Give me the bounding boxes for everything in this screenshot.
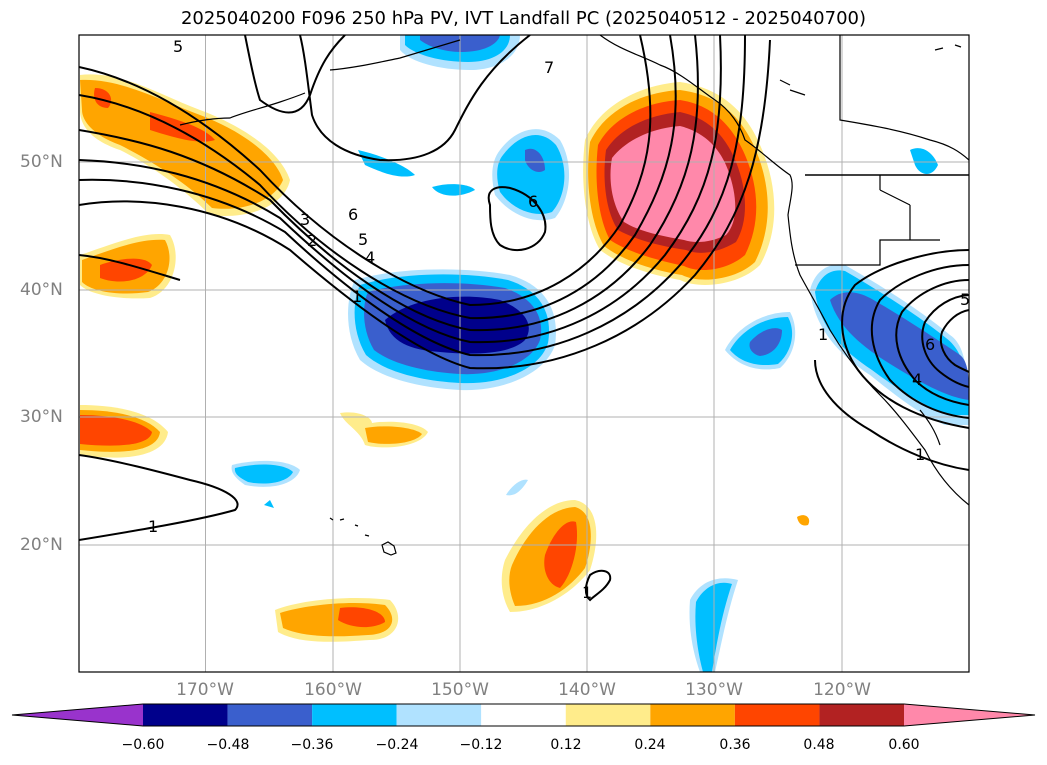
pv-anomaly-fill: [80, 35, 969, 672]
lon-label: 150°W: [431, 680, 489, 700]
contour-label: 1: [818, 325, 828, 344]
colorbar-segment: [396, 704, 482, 726]
pv-contours: [79, 35, 969, 602]
colorbar-segment: [481, 704, 566, 726]
contour-label: 6: [925, 335, 935, 354]
colorbar-tick-label: 0.24: [634, 737, 666, 753]
contour-label: 7: [544, 58, 554, 77]
contour-label: 6: [348, 205, 358, 224]
lon-label: 120°W: [813, 680, 871, 700]
lat-label: 20°N: [20, 535, 63, 555]
contour-label: 1: [148, 517, 158, 536]
colorbar-segment: [650, 704, 735, 726]
colorbar-tick-label: −0.12: [459, 737, 503, 753]
colorbar-tick-label: −0.24: [375, 737, 419, 753]
contour-labels: 5 7 6 6 5 4 3 2 1 1 1 5 6 4 1 1: [148, 37, 970, 602]
colorbar-segment: [312, 704, 397, 726]
coastlines: [179, 35, 969, 556]
contour-label: 5: [960, 290, 970, 309]
colorbar-outline: [11, 703, 1036, 727]
colorbar-segment: [227, 704, 313, 726]
colorbar: [11, 703, 1036, 727]
colorbar-tick-label: −0.48: [206, 737, 250, 753]
map-frame: [78, 34, 970, 673]
colorbar-segment: [734, 704, 820, 726]
contour-label: 5: [358, 230, 368, 249]
contour-label: 4: [365, 248, 375, 267]
colorbar-extend-min: [12, 704, 143, 726]
lon-label: 170°W: [176, 680, 234, 700]
colorbar-segment: [819, 704, 904, 726]
lat-label: 50°N: [20, 152, 63, 172]
colorbar-segment: [565, 704, 651, 726]
colorbar-tick-label: 0.12: [550, 737, 582, 753]
colorbar-tick-label: −0.60: [121, 737, 165, 753]
graticule: [79, 35, 969, 672]
colorbar-tick-label: −0.36: [290, 737, 334, 753]
colorbar-tick-label: 0.48: [803, 737, 835, 753]
contour-label: 2: [307, 231, 317, 250]
contour-label: 1: [582, 583, 592, 602]
lat-label: 40°N: [20, 280, 63, 300]
colorbar-extend-max: [904, 704, 1035, 726]
contour-label: 4: [912, 370, 922, 389]
contour-label: 1: [352, 287, 362, 306]
contour-label: 1: [915, 445, 925, 464]
contour-label: 6: [528, 192, 538, 211]
colorbar-segment: [143, 704, 228, 726]
lat-label: 30°N: [20, 407, 63, 427]
figure-title: 2025040200 F096 250 hPa PV, IVT Landfall…: [180, 8, 867, 29]
colorbar-tick-label: 0.36: [719, 737, 751, 753]
lon-label: 140°W: [558, 680, 616, 700]
contour-label: 5: [173, 37, 183, 56]
lon-label: 130°W: [685, 680, 743, 700]
lon-label: 160°W: [304, 680, 362, 700]
colorbar-tick-label: 0.60: [888, 737, 920, 753]
contour-label: 3: [300, 210, 310, 229]
